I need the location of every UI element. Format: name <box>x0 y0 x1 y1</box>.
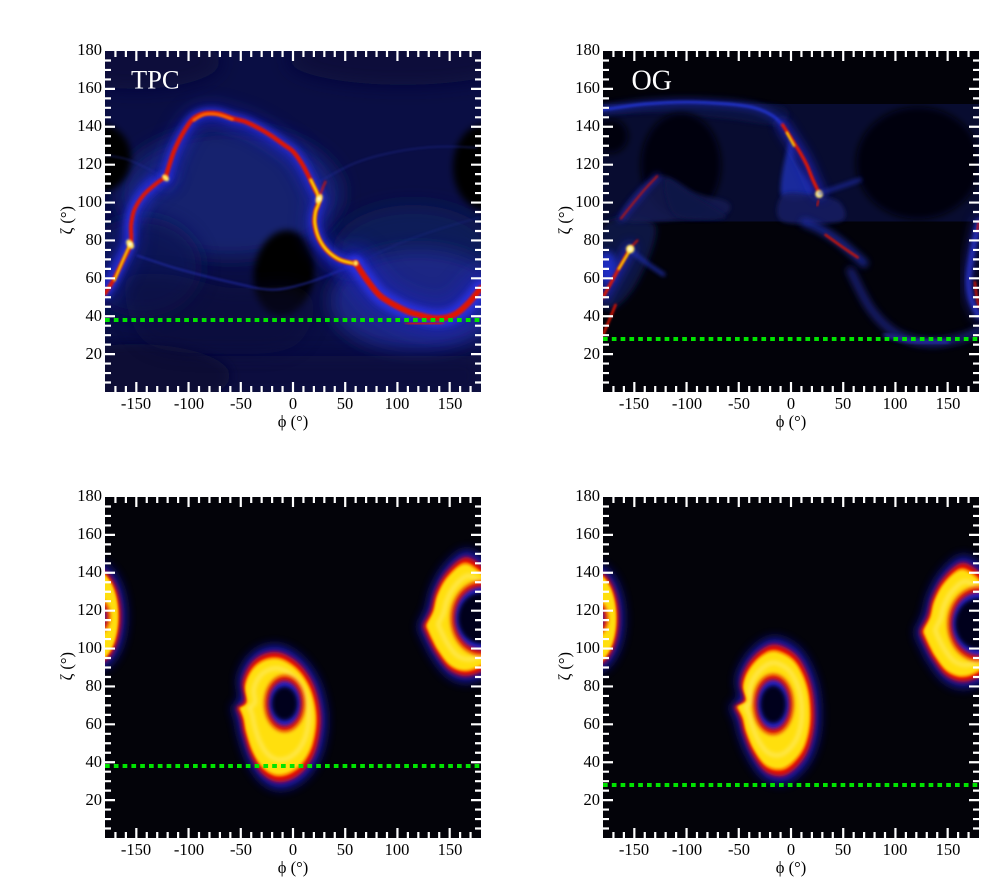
svg-text:OG: OG <box>632 66 672 97</box>
svg-text:TPC: TPC <box>131 65 180 95</box>
